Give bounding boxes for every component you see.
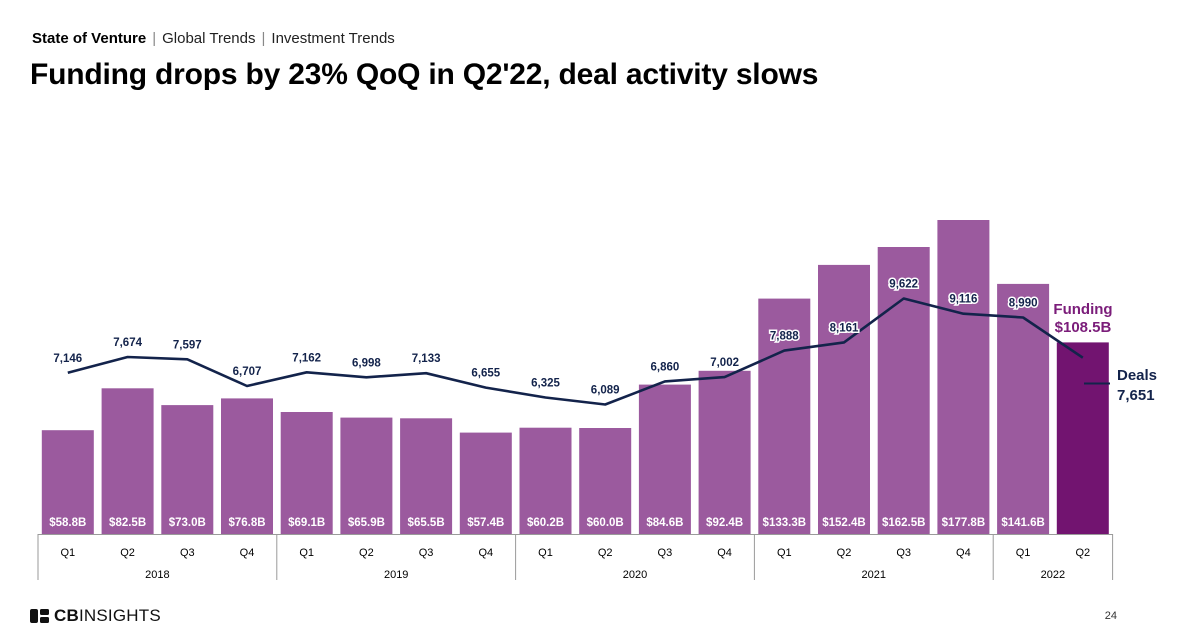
page-number: 24 — [1104, 610, 1117, 622]
logo-text-bold: CB — [54, 606, 79, 625]
funding-bar — [340, 417, 393, 534]
funding-bar — [937, 220, 990, 534]
cbinsights-logo: CB INSIGHTS — [30, 606, 161, 626]
deal-label: 9,116 — [949, 294, 977, 306]
deal-label: 6,998 — [352, 357, 381, 369]
logo-text: INSIGHTS — [78, 606, 161, 625]
quarter-tick-label: Q3 — [658, 547, 673, 559]
quarter-tick-label: Q3 — [180, 547, 195, 559]
year-label: 2018 — [145, 569, 169, 581]
quarter-tick-label: Q1 — [299, 547, 314, 559]
deal-label: 7,597 — [173, 339, 202, 351]
x-axis: Q1 Q2 Q3 Q4 Q1 Q2 Q3 Q4 Q1 Q2 Q3 Q4 Q1 Q2 Q3 Q4 Q1 Q2 2018… — [37, 534, 1114, 581]
funding-bar — [161, 405, 214, 534]
year-label: 2021 — [862, 569, 886, 581]
funding-bar-label: $65.5B — [408, 517, 445, 529]
deal-label: 7,146 — [53, 353, 82, 365]
funding-bar-label: $177.8B — [942, 517, 985, 529]
funding-bar-label: $69.1B — [288, 517, 325, 529]
funding-bar-label: $57.4B — [467, 517, 504, 529]
quarter-tick-label: Q3 — [896, 547, 911, 559]
breadcrumb: State of Venture | Global Trends | Investmen… — [32, 30, 395, 47]
deal-label: 7,002 — [710, 357, 739, 369]
funding-bar — [221, 398, 273, 534]
funding-bar — [579, 428, 632, 534]
funding-bar — [41, 430, 94, 534]
funding-bar — [758, 298, 811, 534]
breadcrumb-item[interactable]: State of Venture — [32, 30, 147, 47]
quarter-tick-label: Q2 — [1075, 547, 1090, 559]
year-label: 2022 — [1041, 569, 1065, 581]
deal-label: 8,990 — [1009, 298, 1038, 310]
deals-line-group — [67, 297, 1084, 406]
funding-bar — [400, 418, 453, 534]
deal-label: 8,161 — [830, 322, 859, 334]
deal-label: 7,674 — [113, 337, 142, 349]
quarter-tick-label: Q4 — [956, 547, 971, 559]
funding-bar — [877, 247, 930, 534]
quarter-tick-label: Q2 — [120, 547, 135, 559]
funding-bar — [280, 412, 333, 534]
deals-callout-name: Deals — [1117, 367, 1157, 384]
funding-bar-label: $65.9B — [348, 517, 385, 529]
quarter-tick-label: Q1 — [1016, 547, 1031, 559]
funding-bars — [41, 220, 1109, 534]
funding-bar — [101, 388, 154, 534]
year-label: 2019 — [384, 569, 408, 581]
deal-label: 6,655 — [471, 368, 500, 380]
quarter-tick-label: Q1 — [777, 547, 792, 559]
deal-label: 9,622 — [889, 279, 918, 291]
deal-label: 6,707 — [233, 366, 262, 378]
quarter-tick-label: Q2 — [598, 547, 613, 559]
funding-bar-label: $82.5B — [109, 517, 146, 529]
deal-label: 6,860 — [651, 361, 680, 373]
quarter-tick-label: Q1 — [538, 547, 553, 559]
quarter-tick-label: Q3 — [419, 547, 434, 559]
funding-bar — [519, 427, 572, 534]
funding-bar-label: $58.8B — [49, 517, 86, 529]
deals-line — [67, 297, 1084, 406]
breadcrumb-item[interactable]: Investment Trends — [271, 30, 395, 47]
deal-label: 7,162 — [292, 352, 321, 364]
deal-label: 6,325 — [531, 378, 560, 390]
deal-label: 7,133 — [412, 353, 441, 365]
breadcrumb-separator: | — [261, 30, 266, 47]
quarter-tick-label: Q4 — [717, 547, 732, 559]
funding-callout-value: $108.5B — [1055, 319, 1112, 336]
funding-bar-label: $84.6B — [646, 517, 683, 529]
funding-bar — [459, 432, 512, 534]
deals-callout-value: 7,651 — [1117, 387, 1155, 404]
breadcrumb-separator: | — [152, 30, 157, 47]
quarter-tick-label: Q2 — [837, 547, 852, 559]
funding-bar-label: $60.2B — [527, 517, 564, 529]
funding-bar — [997, 283, 1050, 534]
funding-bar-label: $76.8B — [228, 517, 265, 529]
year-label: 2020 — [623, 569, 647, 581]
funding-deals-chart: $58.8B $82.5B $73.0B $76.8B $69.1B $65.9B $65.… — [37, 220, 1157, 581]
quarter-tick-label: Q1 — [60, 547, 75, 559]
cbinsights-logo-icon — [30, 609, 49, 623]
quarter-tick-label: Q4 — [478, 547, 493, 559]
funding-bar — [638, 384, 691, 534]
funding-bar-label: $92.4B — [706, 517, 743, 529]
funding-bar-label: $73.0B — [169, 517, 206, 529]
funding-bar-label: $60.0B — [587, 517, 624, 529]
funding-callout-name: Funding — [1053, 301, 1112, 318]
funding-bar-label: $133.3B — [763, 517, 806, 529]
funding-bar-labels: $58.8B $82.5B $73.0B $76.8B $69.1B $65.9B $65.… — [49, 517, 1045, 529]
funding-bar — [1056, 342, 1109, 534]
quarter-tick-label: Q2 — [359, 547, 374, 559]
funding-bar-label: $141.6B — [1001, 517, 1044, 529]
deal-label: 7,888 — [770, 331, 799, 343]
callouts: Funding $108.5B Deals 7,651 — [1053, 301, 1157, 404]
page-title: Funding drops by 23% QoQ in Q2'22, deal … — [30, 58, 819, 91]
funding-bar — [818, 264, 870, 534]
deal-label: 6,089 — [591, 385, 620, 397]
quarter-tick-label: Q4 — [240, 547, 255, 559]
funding-bar — [698, 370, 751, 534]
deal-labels: 7,146 7,674 7,597 6,707 7,162 6,998 7,133 6,655… — [52, 277, 1039, 398]
funding-bar-label: $162.5B — [882, 517, 925, 529]
funding-bar-label: $152.4B — [822, 517, 865, 529]
breadcrumb-item[interactable]: Global Trends — [162, 30, 256, 47]
